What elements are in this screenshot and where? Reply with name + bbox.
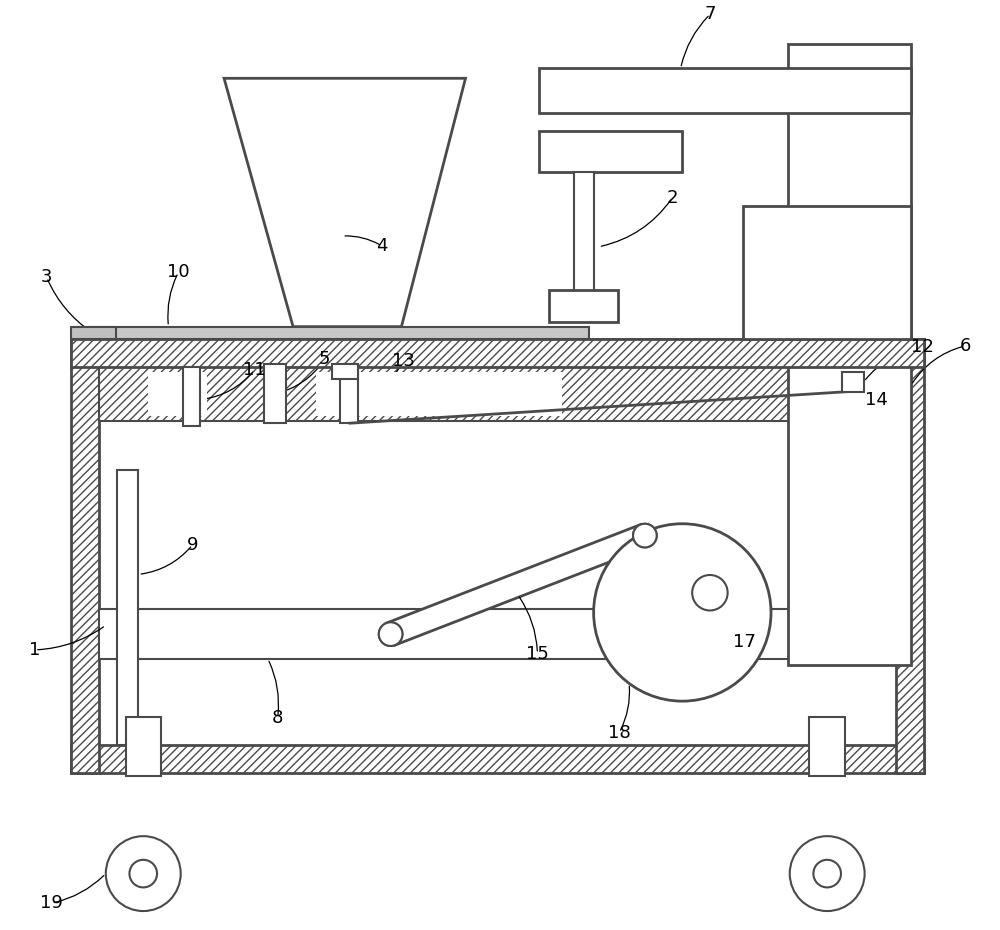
- Text: 3: 3: [41, 269, 52, 286]
- Bar: [71, 326, 116, 339]
- Bar: [293, 326, 401, 339]
- Bar: [99, 367, 896, 746]
- Circle shape: [790, 836, 865, 911]
- Bar: [539, 69, 911, 113]
- Bar: [332, 365, 358, 379]
- Circle shape: [129, 860, 157, 887]
- Bar: [71, 746, 924, 773]
- Bar: [99, 609, 867, 658]
- Circle shape: [813, 860, 841, 887]
- Text: 5: 5: [319, 351, 330, 368]
- Text: 8: 8: [272, 709, 283, 727]
- Text: 9: 9: [187, 536, 198, 554]
- Circle shape: [633, 524, 657, 548]
- Circle shape: [379, 622, 402, 646]
- Bar: [549, 290, 618, 322]
- Circle shape: [379, 622, 402, 646]
- Text: 7: 7: [704, 6, 716, 23]
- Bar: [316, 372, 562, 417]
- Text: 4: 4: [376, 237, 387, 255]
- Bar: [340, 365, 358, 423]
- Bar: [71, 339, 924, 367]
- Text: 19: 19: [40, 894, 63, 912]
- Text: 10: 10: [167, 263, 190, 282]
- Bar: [539, 130, 682, 172]
- Bar: [117, 470, 138, 746]
- Bar: [842, 372, 864, 392]
- Text: 2: 2: [667, 189, 678, 206]
- Bar: [788, 44, 911, 665]
- Text: 6: 6: [959, 337, 971, 355]
- Bar: [574, 172, 594, 322]
- Bar: [183, 367, 200, 426]
- Polygon shape: [224, 78, 466, 326]
- Text: 12: 12: [911, 339, 934, 356]
- Bar: [76, 326, 589, 339]
- Bar: [71, 339, 924, 367]
- Circle shape: [692, 575, 728, 610]
- Polygon shape: [386, 525, 649, 645]
- Text: 17: 17: [733, 633, 756, 651]
- Circle shape: [106, 836, 181, 911]
- Text: 15: 15: [526, 644, 549, 663]
- Bar: [99, 367, 896, 421]
- Bar: [896, 339, 924, 773]
- Bar: [148, 372, 207, 417]
- Bar: [809, 717, 845, 776]
- Bar: [71, 339, 99, 773]
- Bar: [264, 365, 286, 423]
- Bar: [126, 717, 161, 776]
- Text: 14: 14: [865, 391, 888, 408]
- Circle shape: [633, 524, 657, 548]
- Text: 13: 13: [392, 352, 415, 370]
- Text: 18: 18: [608, 724, 631, 741]
- Text: 1: 1: [29, 641, 41, 658]
- Bar: [743, 206, 911, 339]
- Circle shape: [594, 524, 771, 701]
- Text: 11: 11: [243, 361, 266, 379]
